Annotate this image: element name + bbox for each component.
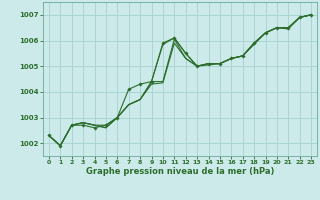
X-axis label: Graphe pression niveau de la mer (hPa): Graphe pression niveau de la mer (hPa)	[86, 167, 274, 176]
